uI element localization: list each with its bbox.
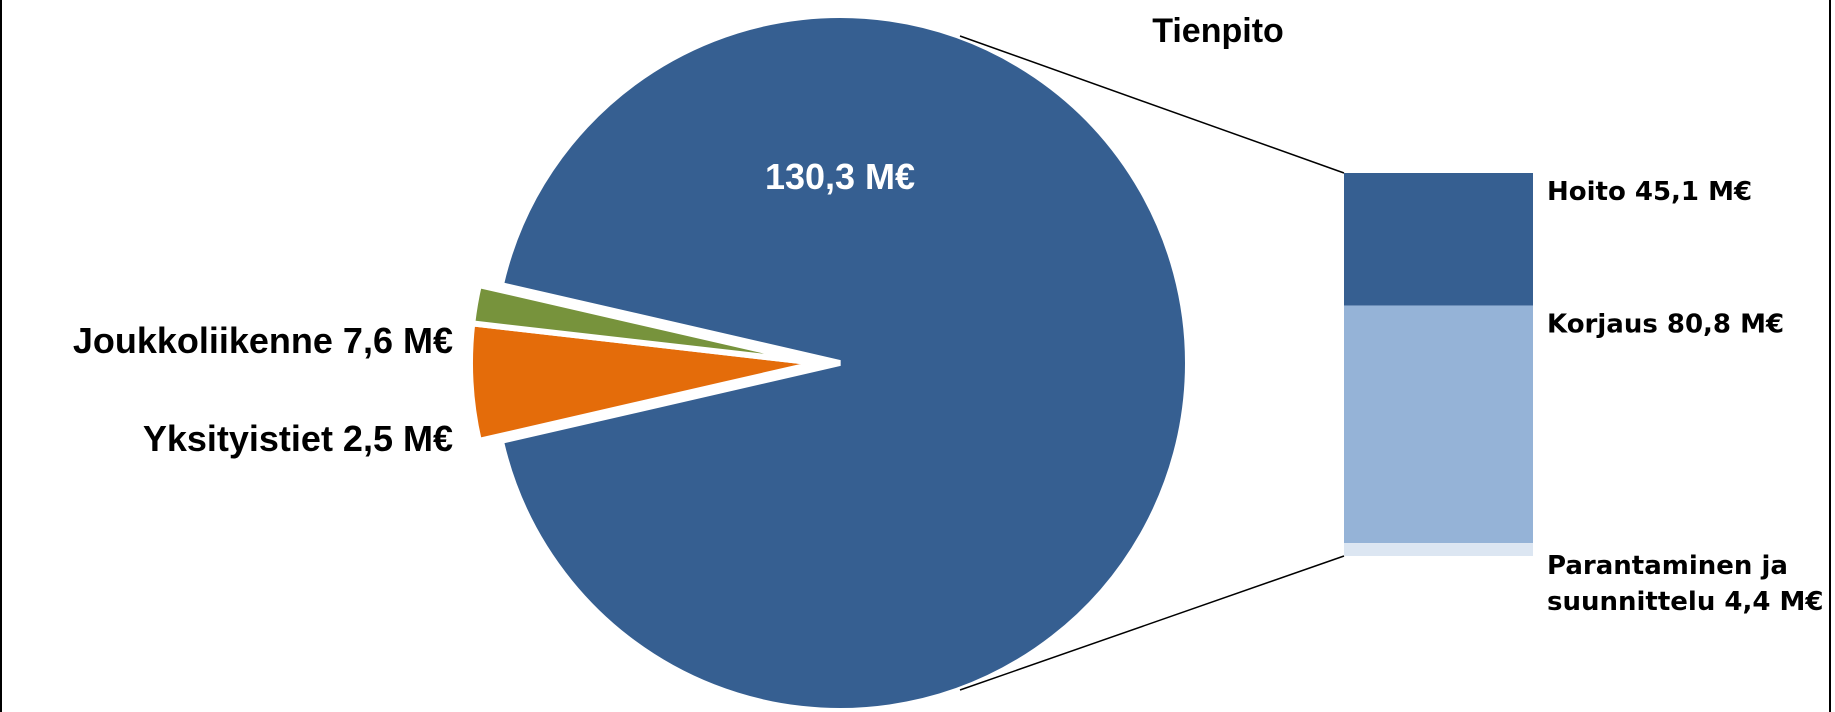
pie-label-yksityistiet: Yksityistiet 2,5 M€ <box>143 418 453 459</box>
bar-label-parantaminen: Parantaminen ja suunnittelu 4,4 M€ <box>1547 551 1823 617</box>
pie-label-joukkoliikenne: Joukkoliikenne 7,6 M€ <box>73 320 453 361</box>
bar-label-hoito: Hoito 45,1 M€ <box>1547 177 1752 207</box>
pie-slice-yksityistiet <box>468 281 819 366</box>
pie-slice-tienpito <box>497 12 1191 712</box>
bar-label-korjaus: Korjaus 80,8 M€ <box>1547 310 1784 340</box>
connector-line-top <box>959 35 1345 174</box>
bar-segment-hoito <box>1344 173 1533 306</box>
connector-line-bottom <box>959 555 1345 691</box>
bar-segment-parantaminen <box>1344 543 1533 556</box>
chart-title: Tienpito <box>1152 12 1284 50</box>
pie-label-tienpito: 130,3 M€ <box>765 156 915 197</box>
bar-segment-korjaus <box>1344 305 1533 544</box>
